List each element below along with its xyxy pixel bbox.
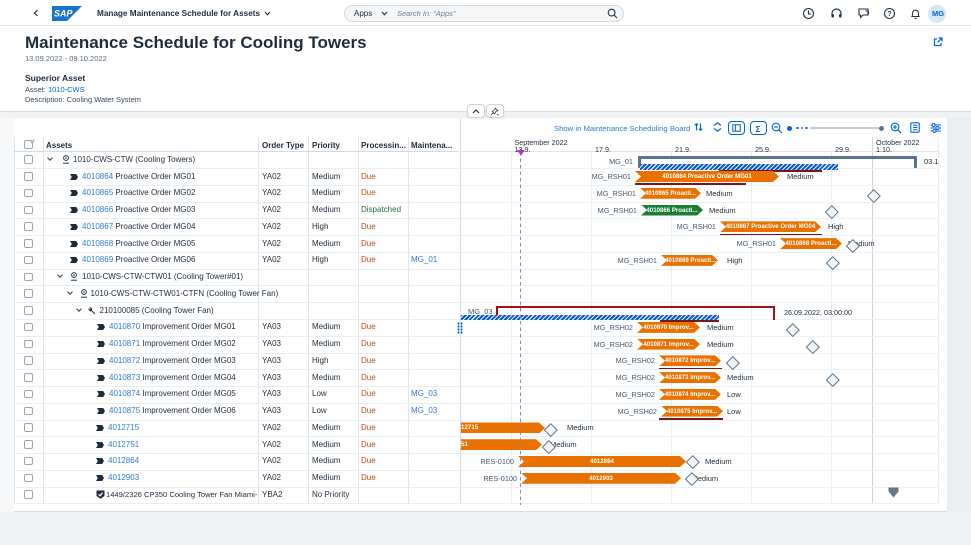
svg-text:?: ?	[887, 11, 891, 18]
svg-text:SAP: SAP	[54, 9, 74, 19]
